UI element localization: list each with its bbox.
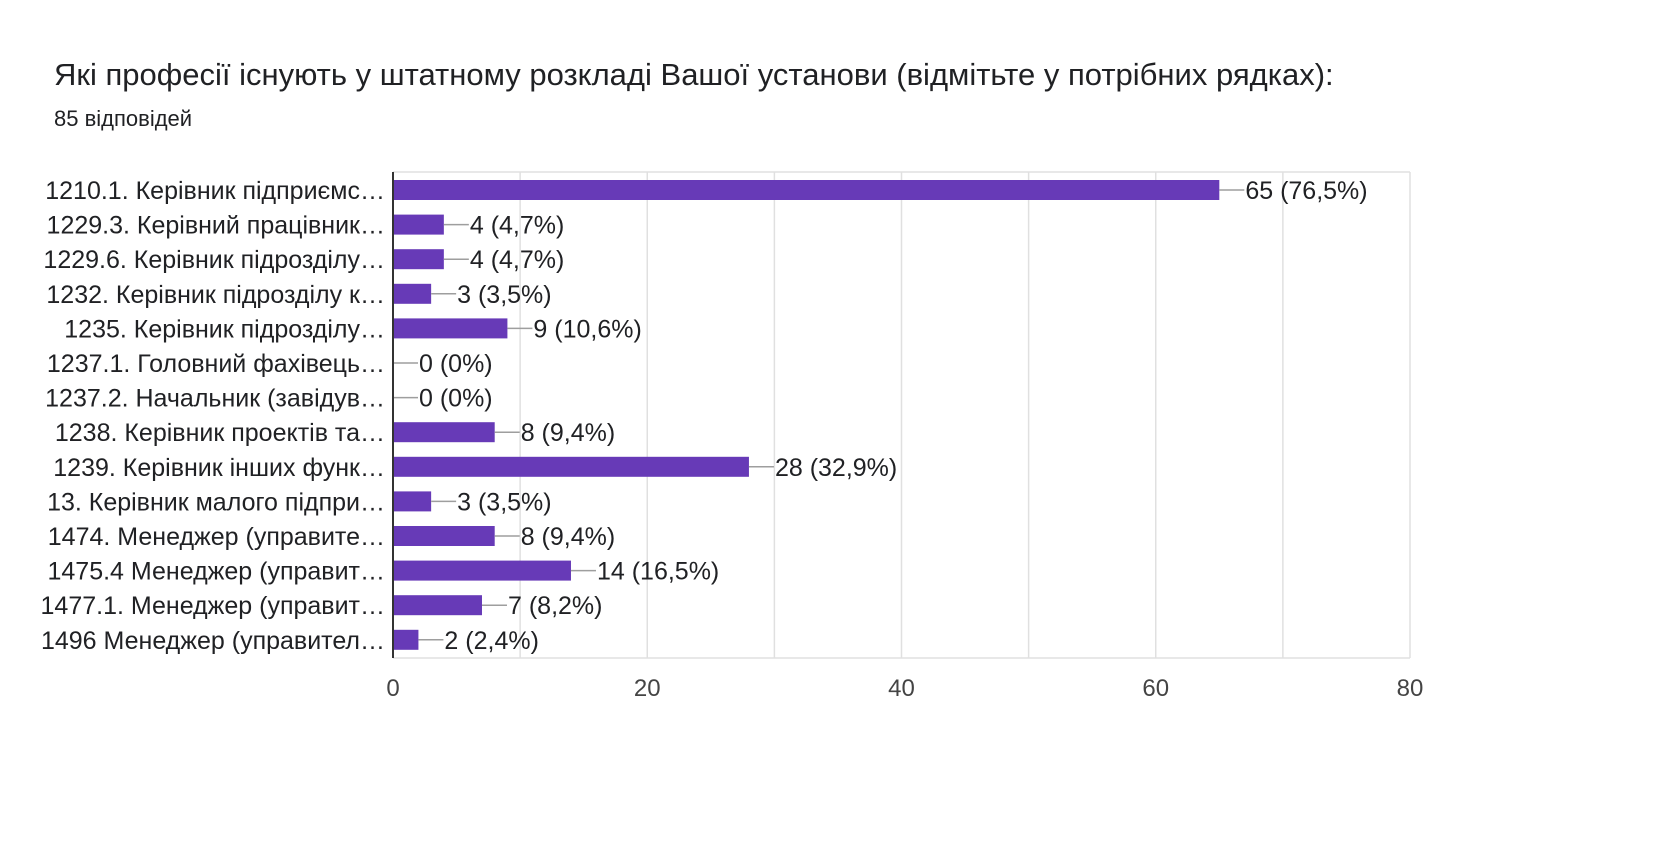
x-tick-label: 40 (888, 675, 915, 702)
grid-layer (393, 171, 1411, 659)
category-label: 1496 Менеджер (управител… (41, 627, 385, 655)
data-label: 3 (3,5%) (457, 488, 551, 516)
data-label: 3 (3,5%) (457, 281, 551, 309)
x-tick-label: 60 (1142, 675, 1169, 702)
data-label: 7 (8,2%) (508, 592, 602, 620)
data-label: 8 (9,4%) (521, 523, 615, 551)
bar (393, 629, 419, 650)
bar (393, 560, 571, 581)
bar (393, 456, 749, 477)
bar (393, 249, 444, 270)
data-label: 4 (4,7%) (470, 246, 564, 274)
bar-layer (392, 172, 1245, 658)
category-label: 1477.1. Менеджер (управит… (41, 592, 385, 620)
data-label: 2 (2,4%) (444, 627, 538, 655)
category-label: 13. Керівник малого підпри… (47, 488, 385, 516)
category-label: 1239. Керівник інших функ… (53, 454, 385, 482)
bar (393, 491, 432, 512)
category-label: 1235. Керівник підрозділу… (64, 315, 385, 343)
data-label: 8 (9,4%) (521, 419, 615, 447)
bar (393, 595, 482, 616)
data-label: 28 (32,9%) (775, 454, 897, 482)
label-layer: 0 20 40 60 80 65 (76,5%) 1210.1. Керівник підп… (41, 177, 1424, 702)
data-label: 0 (0%) (419, 385, 493, 413)
category-label: 1238. Керівник проектів та… (55, 419, 385, 447)
data-label: 9 (10,6%) (533, 315, 641, 343)
x-tick-label: 20 (634, 675, 661, 702)
bar (393, 422, 495, 443)
category-label: 1229.6. Керівник підрозділу… (43, 246, 385, 274)
bar (393, 214, 444, 235)
x-tick-label: 0 (386, 675, 399, 702)
category-label: 1474. Менеджер (управите… (48, 523, 385, 551)
data-label: 14 (16,5%) (597, 558, 719, 586)
data-label: 65 (76,5%) (1245, 177, 1367, 205)
category-label: 1237.1. Головний фахівець… (47, 350, 385, 378)
bar (393, 283, 432, 304)
bar (393, 526, 495, 546)
data-label: 4 (4,7%) (470, 212, 564, 240)
category-label: 1210.1. Керівник підприємс… (45, 177, 385, 205)
chart-title: Які професії існують у штатному розкладі… (54, 57, 1334, 92)
category-label: 1232. Керівник підрозділу к… (46, 281, 385, 309)
data-label: 0 (0%) (419, 350, 493, 378)
bar (393, 318, 508, 339)
bar (393, 180, 1220, 200)
x-tick-label: 80 (1397, 675, 1424, 702)
category-label: 1229.3. Керівний працівник… (47, 212, 385, 240)
category-label: 1237.2. Начальник (завідув… (45, 385, 385, 413)
category-label: 1475.4 Менеджер (управит… (47, 558, 385, 586)
response-count: 85 відповідей (54, 106, 193, 131)
